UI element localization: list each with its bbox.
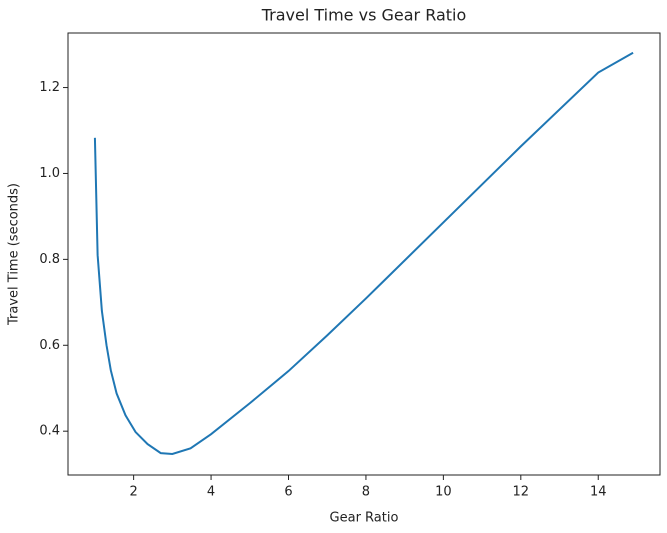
y-tick-label: 1.0 [39, 166, 60, 181]
y-tick-label: 0.8 [39, 252, 60, 267]
x-tick-label: 14 [590, 485, 607, 500]
plot-frame [67, 32, 661, 476]
x-tick-label: 8 [362, 485, 370, 500]
x-tick-label: 2 [129, 485, 137, 500]
x-tick-label: 12 [513, 485, 530, 500]
y-axis-label: Travel Time (seconds) [7, 183, 22, 326]
x-axis-label: Gear Ratio [330, 511, 399, 526]
x-tick-label: 4 [207, 485, 215, 500]
x-tick-label: 10 [435, 485, 452, 500]
line-series [93, 51, 634, 455]
y-tick-label: 0.6 [39, 338, 60, 353]
x-tick-label: 6 [284, 485, 292, 500]
y-tick-label: 1.2 [39, 80, 60, 95]
y-tick-label: 0.4 [39, 424, 60, 439]
chart-title: Travel Time vs Gear Ratio [261, 6, 467, 25]
